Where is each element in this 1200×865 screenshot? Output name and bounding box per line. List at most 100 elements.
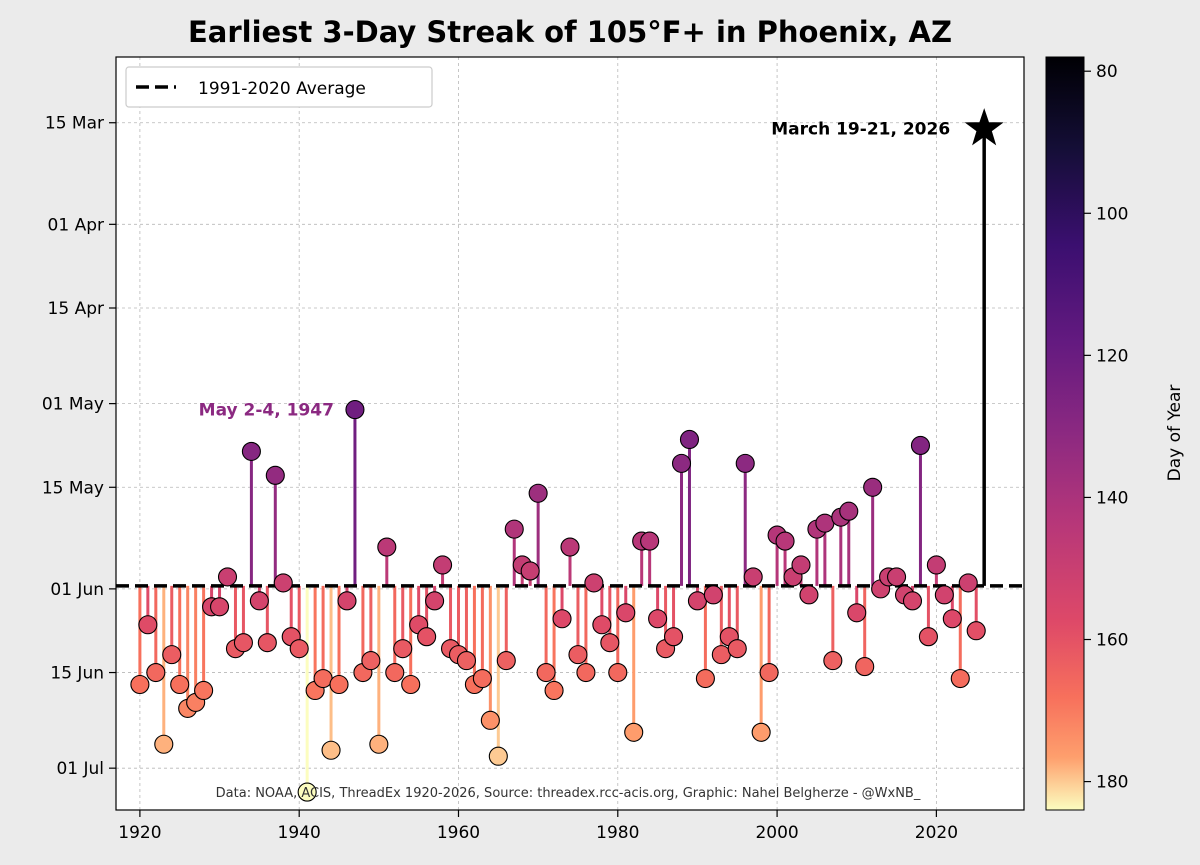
point-1951: [377, 537, 397, 557]
point-1981: [616, 603, 636, 623]
annotation-1947: May 2-4, 1947: [199, 401, 334, 421]
point-1996: [735, 453, 755, 473]
annotations: May 2-4, 1947 March 19-21, 2026: [199, 120, 951, 421]
y-tick-label: 15 Mar: [45, 114, 104, 134]
point-2020: [926, 555, 946, 575]
markers: [130, 108, 1004, 802]
point-1965: [488, 746, 508, 766]
point-1989: [679, 429, 700, 450]
point-1985: [648, 609, 668, 629]
point-1950: [369, 734, 389, 754]
point-1964: [480, 710, 500, 730]
point-2018: [910, 435, 931, 456]
point-1937: [265, 465, 285, 485]
point-1949: [361, 651, 381, 671]
point-1952: [385, 662, 405, 683]
point-1941: [297, 782, 317, 802]
point-1969: [520, 561, 540, 581]
point-1979: [600, 633, 620, 653]
record-star-2026: [964, 108, 1004, 146]
point-2023: [950, 668, 970, 689]
x-tick-label: 2000: [755, 823, 798, 843]
legend: 1991-2020 Average: [125, 66, 433, 108]
colorbar-tick-label: 100: [1096, 204, 1128, 224]
point-1923: [154, 734, 174, 754]
point-2011: [855, 657, 875, 677]
colorbar-tick-label: 80: [1096, 62, 1118, 82]
colorbar-tick-label: 180: [1096, 773, 1128, 793]
point-1935: [249, 591, 269, 611]
y-tick-label: 01 Jun: [50, 580, 104, 600]
x-tick-label: 1920: [118, 823, 161, 843]
point-1974: [560, 537, 580, 557]
point-1993: [711, 645, 731, 665]
x-tick-label: 1980: [596, 823, 639, 843]
point-1958: [433, 555, 453, 575]
point-1975: [568, 645, 588, 665]
point-2015: [887, 567, 907, 587]
point-2006: [815, 513, 835, 533]
chart-title: Earliest 3-Day Streak of 105°F+ in Phoen…: [188, 15, 952, 49]
point-1936: [257, 633, 277, 653]
point-1961: [456, 651, 477, 671]
y-tick-label: 15 Apr: [48, 299, 104, 319]
point-1944: [321, 740, 341, 760]
point-1982: [624, 722, 644, 742]
point-1934: [241, 441, 261, 461]
point-1997: [743, 567, 763, 587]
y-tick-label: 15 Jun: [50, 664, 104, 684]
point-1970: [528, 483, 548, 503]
x-tick-label: 1960: [437, 823, 480, 843]
point-2022: [942, 609, 962, 629]
point-2007: [823, 651, 843, 671]
point-2019: [918, 627, 938, 647]
colorbar-label: Day of Year: [1165, 385, 1185, 482]
x-tick-label: 1940: [278, 823, 321, 843]
x-tick-label: 2020: [915, 823, 958, 843]
point-1954: [401, 674, 421, 695]
point-1977: [584, 573, 604, 593]
point-1946: [337, 591, 357, 611]
point-1963: [472, 668, 492, 689]
point-1920: [130, 674, 150, 695]
y-tick-label: 01 May: [42, 395, 104, 415]
point-2010: [847, 603, 867, 623]
point-1956: [417, 627, 437, 647]
point-2017: [902, 591, 923, 611]
y-tick-label: 15 May: [42, 478, 104, 498]
point-1922: [146, 662, 166, 683]
legend-box: [125, 66, 433, 108]
point-1998: [751, 722, 771, 742]
point-2012: [863, 477, 883, 497]
colorbar-tick-label: 160: [1096, 631, 1128, 651]
point-1992: [703, 585, 723, 605]
point-1980: [608, 662, 628, 683]
plot-frame: [115, 56, 1025, 811]
stems: [138, 128, 986, 793]
point-1938: [273, 573, 293, 593]
x-axis: 1920 1940 1960 1980 2000 2020: [118, 810, 958, 843]
point-1930: [209, 597, 230, 617]
point-1943: [313, 668, 333, 689]
point-2001: [775, 531, 795, 551]
point-1945: [329, 674, 349, 695]
point-1988: [671, 453, 692, 473]
point-1925: [170, 674, 190, 695]
colorbar-gradient: [1045, 56, 1085, 811]
point-1921: [138, 615, 158, 635]
point-1940: [289, 639, 309, 659]
point-2025: [966, 621, 986, 641]
colorbar-tick-label: 140: [1096, 488, 1128, 508]
point-1947: [345, 400, 365, 420]
point-1999: [759, 662, 779, 683]
colorbar-ticks: 80 100 120 140 160 180: [1084, 62, 1128, 793]
point-1973: [552, 609, 572, 629]
point-1957: [425, 591, 445, 611]
colorbar: 80 100 120 140 160 180 Day of Year: [1045, 56, 1185, 811]
plot-area: [116, 57, 1024, 810]
annotation-2026: March 19-21, 2026: [771, 120, 950, 140]
point-2009: [839, 501, 859, 521]
point-1978: [592, 615, 612, 635]
point-2003: [791, 555, 811, 575]
